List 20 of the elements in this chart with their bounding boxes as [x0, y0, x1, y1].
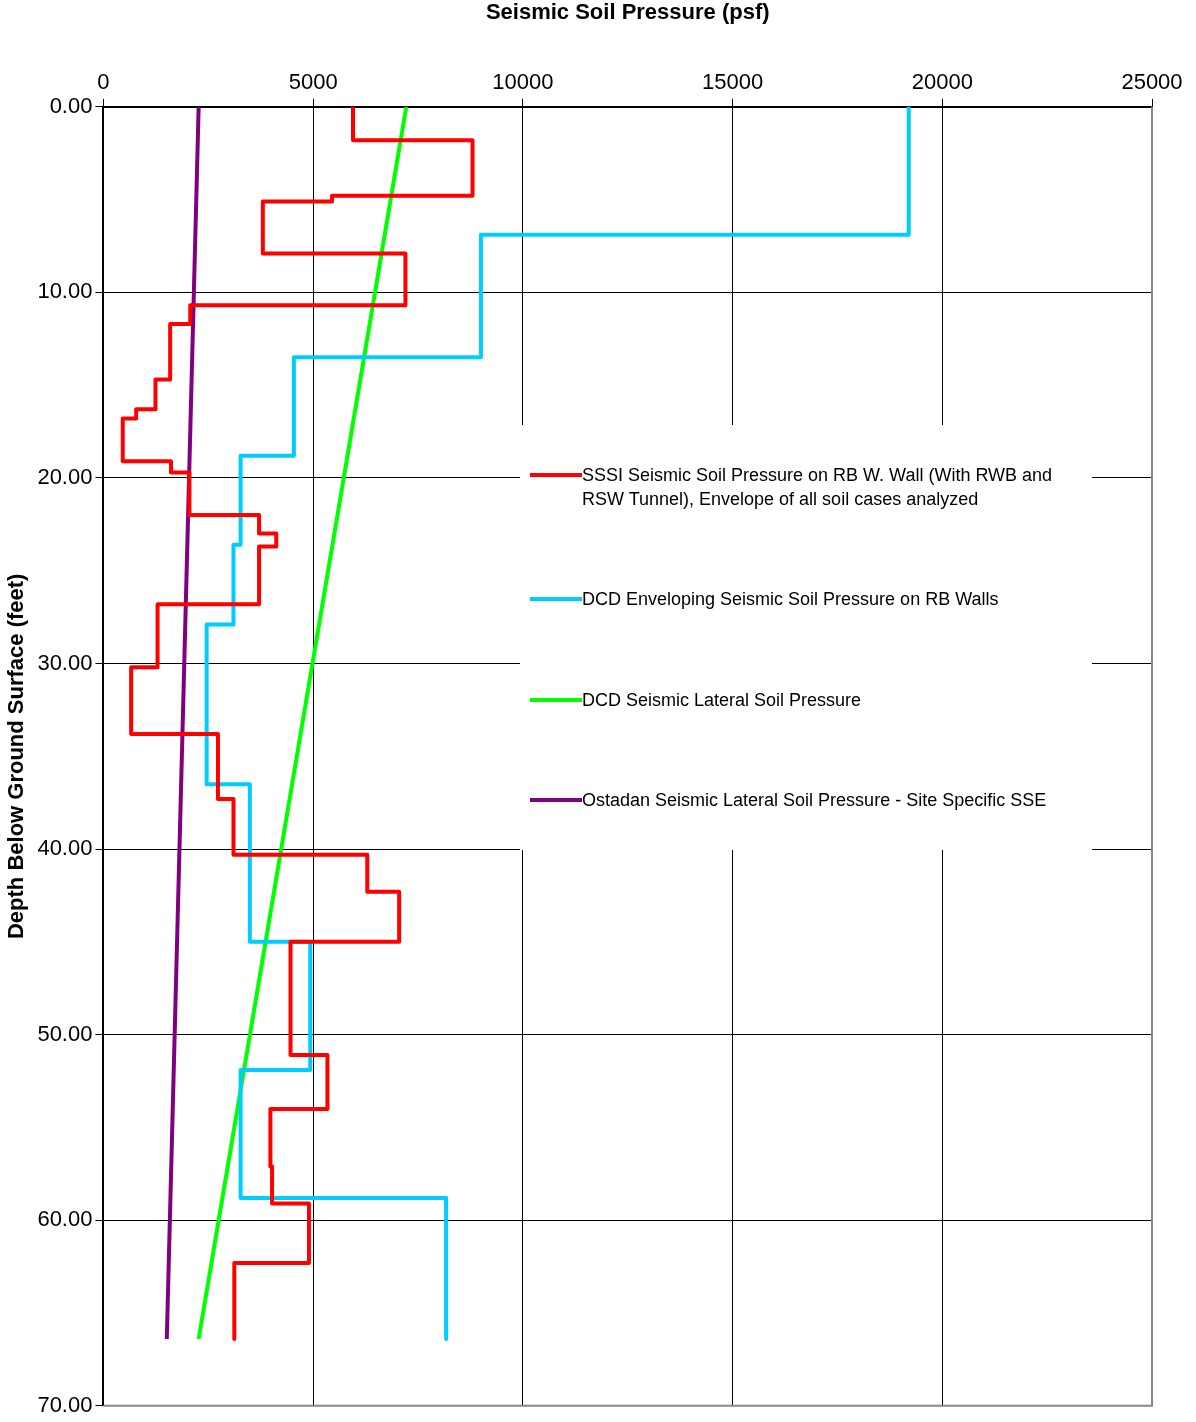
y-tick-label: 10.00 — [37, 278, 93, 304]
y-tick-label: 50.00 — [37, 1020, 93, 1046]
x-tick-label: 10000 — [492, 68, 554, 94]
y-tick-label: 0.00 — [49, 92, 93, 118]
y-tick-label: 30.00 — [37, 649, 93, 675]
y-tick-label: 60.00 — [37, 1206, 93, 1232]
x-tick-label: 0 — [97, 68, 110, 94]
legend-label: Ostadan Seismic Lateral Soil Pressure - Site Specific SSE — [582, 788, 1048, 812]
y-tick-label: 40.00 — [37, 835, 93, 861]
y-axis-title: Depth Below Ground Surface (feet) — [3, 573, 29, 940]
legend-label: SSSI Seismic Soil Pressure on RB W. Wall (With RWB and RSW Tunnel), Envelope of all soil cases analyzed — [582, 464, 1054, 512]
x-axis-title: Seismic Soil Pressure (psf) — [485, 0, 770, 25]
x-tick-label: 15000 — [701, 68, 764, 94]
x-tick-label: 20000 — [911, 68, 973, 94]
legend-label: DCD Enveloping Seismic Soil Pressure on RB Walls — [582, 588, 1000, 612]
legend-label: DCD Seismic Lateral Soil Pressure — [582, 688, 863, 712]
y-tick-label: 70.00 — [37, 1391, 93, 1417]
x-tick-label: 5000 — [288, 68, 338, 94]
x-tick-label: 25000 — [1121, 68, 1183, 94]
y-tick-label: 20.00 — [37, 464, 93, 490]
